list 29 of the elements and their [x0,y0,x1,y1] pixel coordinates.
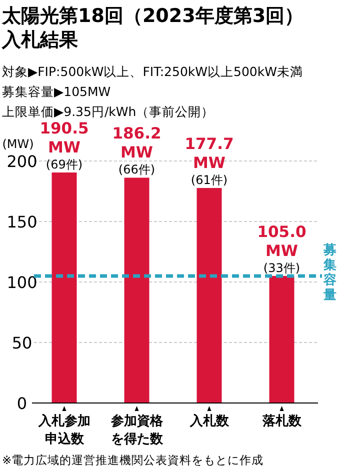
data-label: 105.0 MW [257,222,306,260]
y-tick-label: 150 [6,212,38,232]
y-tick-label: 50 [12,334,32,352]
x-tick-label: 入札数 [188,413,230,429]
text: ※電力広域的運営推進機関公表資料をもとに作成 [2,453,264,467]
x-tick-label: 参加資格を得た数 [110,413,164,447]
y-axis-title: (MW) [2,137,34,151]
chart-subtitle: 入札結果 [1,29,79,51]
ref-line-label: 募集容量 [322,242,336,303]
bar [269,276,294,403]
annotation: (33件) [263,260,300,275]
data-label: 186.2 MW [112,124,162,162]
bar [196,188,222,403]
text: 上限単価▶9.35円/kWh（事前公開） [2,104,214,119]
annotation: (69件) [46,157,83,172]
x-tick-label: 入札参加申込数 [37,413,90,447]
text: 募集容量▶105MW [2,84,111,99]
bar [52,172,77,403]
chart-title: 太陽光第18回（2023年度第3回） [1,5,304,27]
data-label: 190.5 MW [40,119,89,156]
y-tick-label: 0 [16,394,28,413]
text: 対象▶FIP:500kW以上、FIT:250kW以上500kW未満 [2,64,303,79]
bar [124,178,150,403]
annotation: (61件) [190,172,228,187]
x-tick-label: 落札数 [261,414,302,429]
y-tick-label: 200 [6,152,38,171]
data-label: 177.7 MW [184,134,234,172]
y-tick-label: 100 [6,273,38,292]
annotation: (66件) [118,162,156,177]
